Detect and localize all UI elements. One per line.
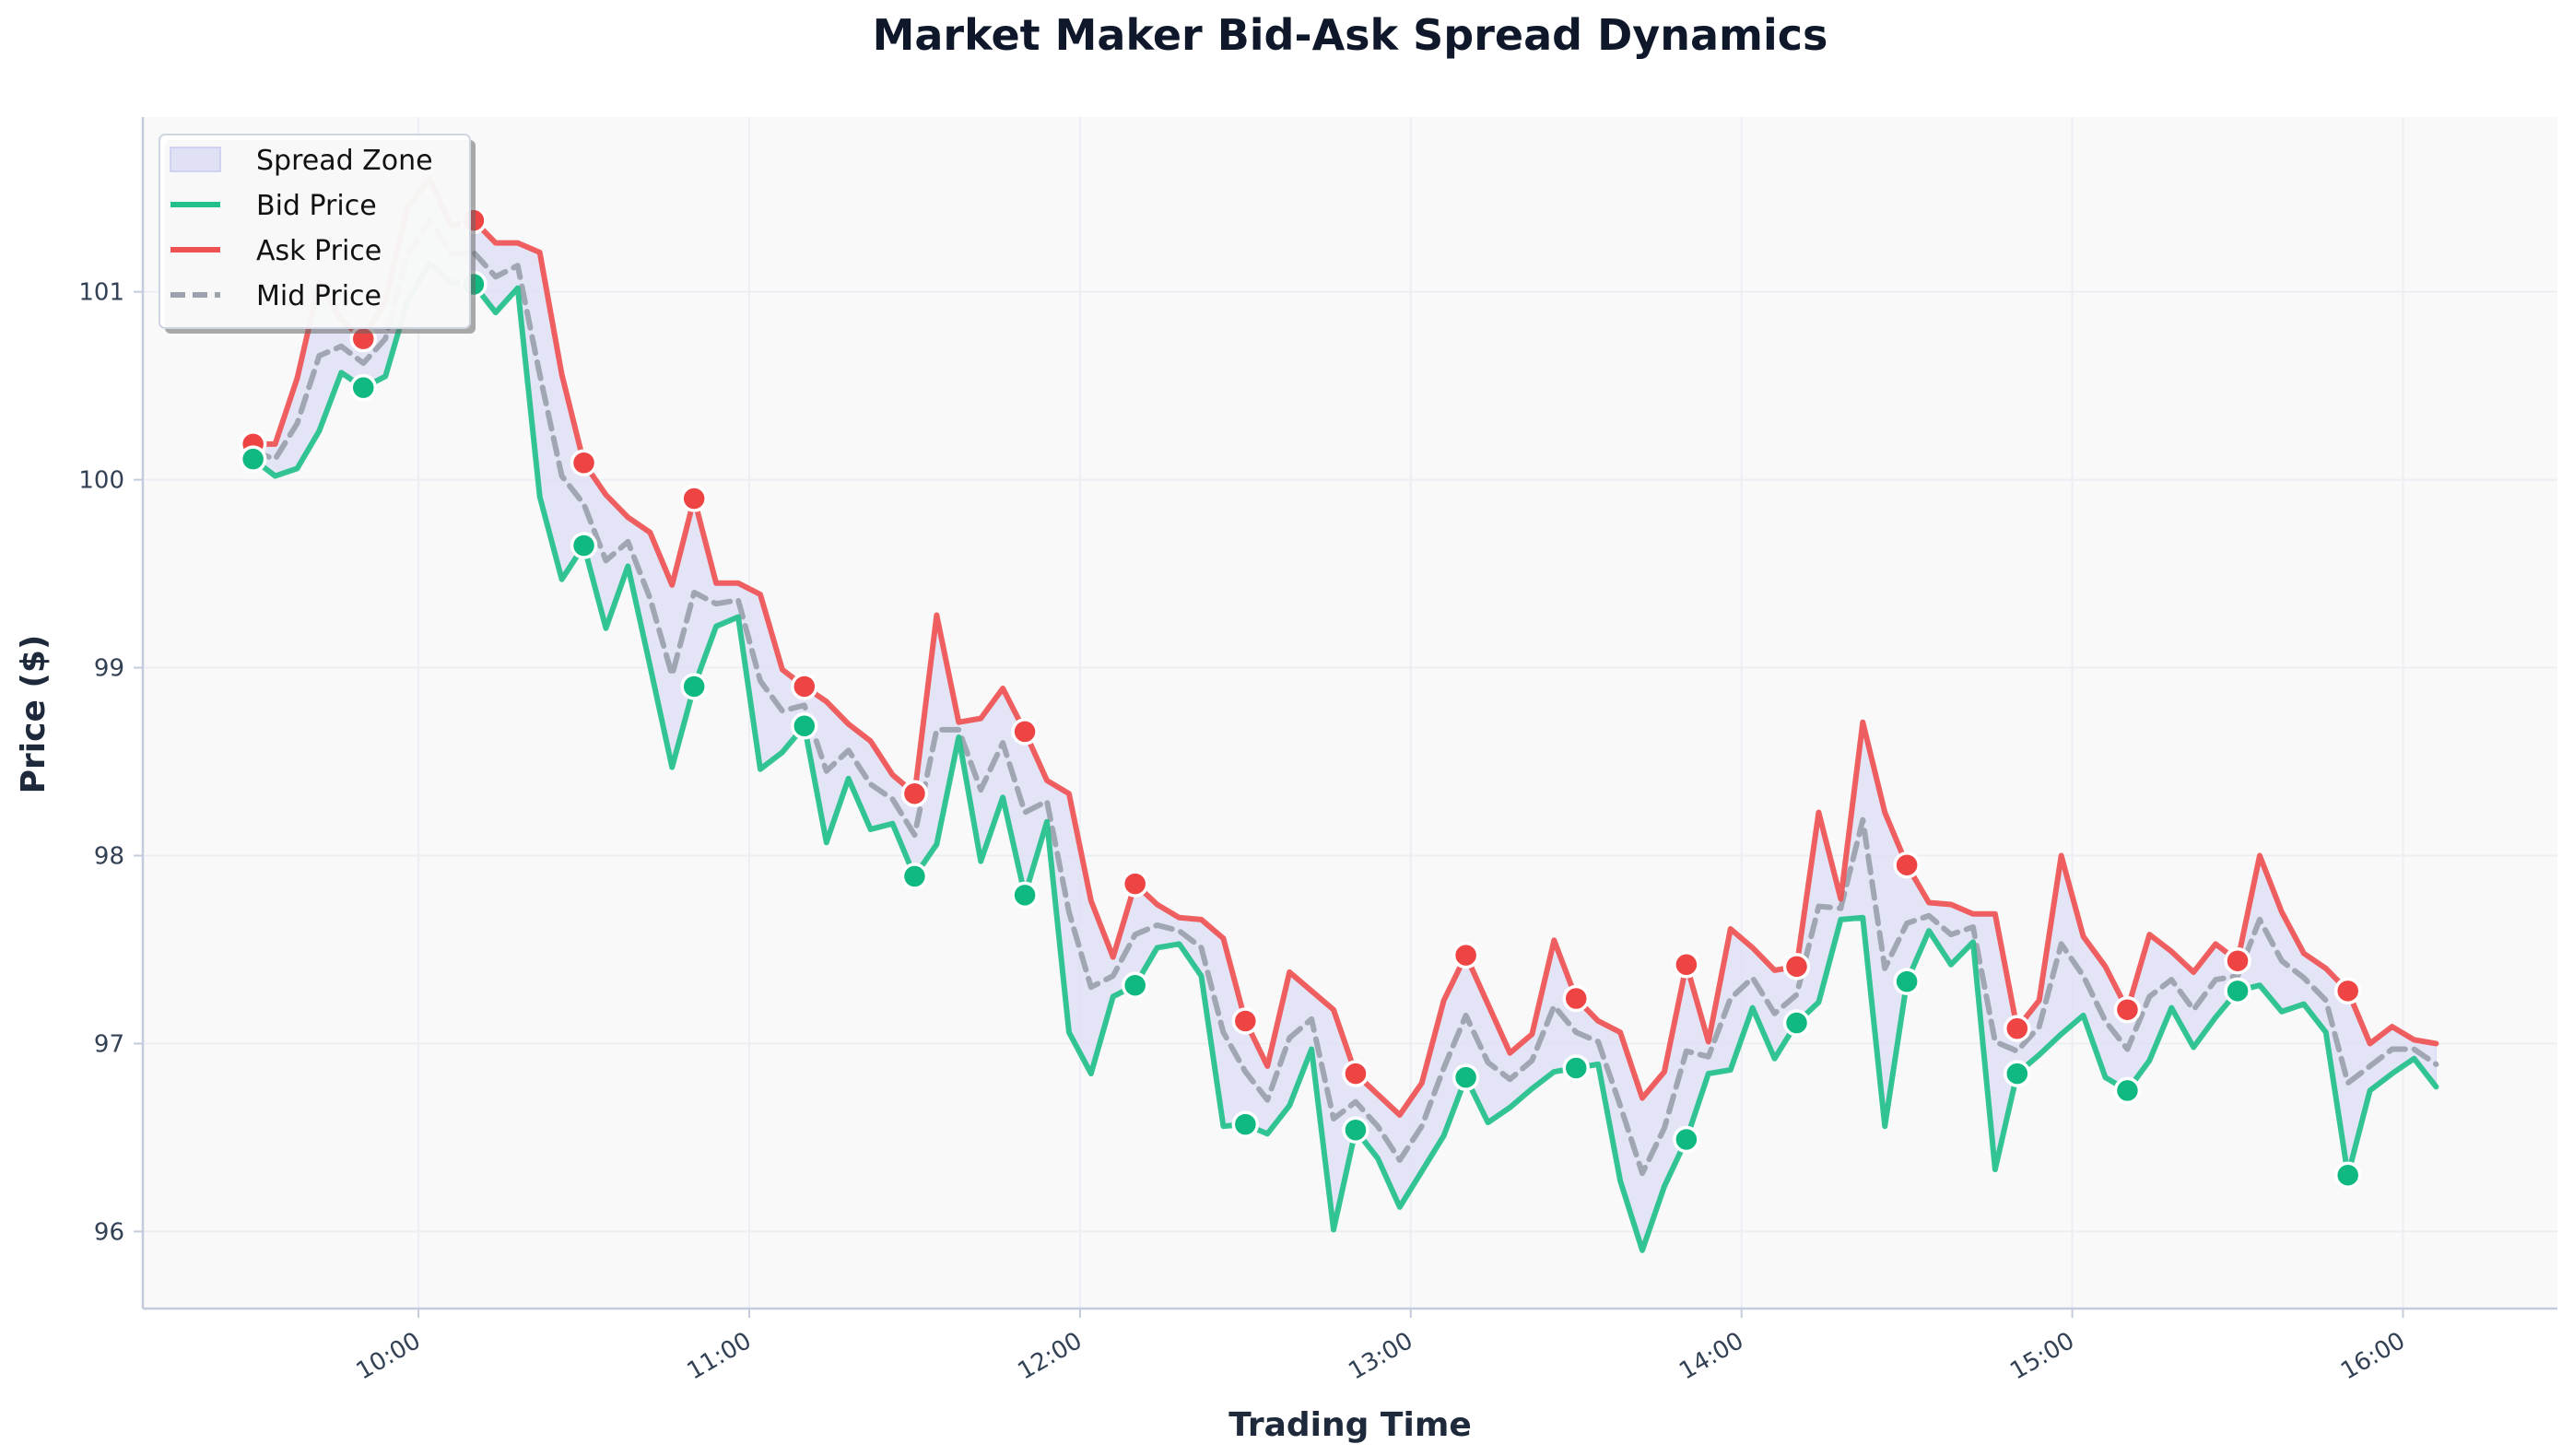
ask-price-marker xyxy=(1011,718,1039,746)
x-tick-label: 13:00 xyxy=(1344,1327,1417,1385)
legend-label-mid: Mid Price xyxy=(256,280,382,312)
ask-price-marker xyxy=(900,780,929,807)
x-axis-label: Trading Time xyxy=(1228,1406,1472,1444)
ask-price-line xyxy=(250,176,2439,1118)
bid-price-marker xyxy=(2224,977,2251,1005)
ask-price-marker xyxy=(570,449,598,477)
ask-price-marker xyxy=(1562,984,1591,1013)
bid-price-marker xyxy=(1782,1009,1811,1037)
bid-price-marker xyxy=(791,712,818,740)
y-axis-label: Price ($) xyxy=(15,635,53,794)
legend-label-ask: Ask Price xyxy=(256,235,382,267)
legend-swatch-spread xyxy=(170,147,221,172)
x-tick-label: 11:00 xyxy=(683,1327,757,1385)
x-ticks: 10:00 11:00 12:00 13:00 14:00 15:00 16:00 xyxy=(352,1309,2410,1386)
bid-price-marker xyxy=(680,673,708,700)
y-tick-label: 96 xyxy=(94,1218,124,1246)
bid-price-marker xyxy=(239,445,267,473)
bid-price-marker xyxy=(1342,1116,1369,1145)
ask-price-marker xyxy=(1451,941,1480,969)
bid-price-marker xyxy=(1673,1125,1700,1154)
grid xyxy=(143,117,2557,1309)
bid-price-marker xyxy=(1893,968,1921,995)
y-tick-label: 99 xyxy=(94,655,124,683)
bid-price-marker xyxy=(1011,881,1039,910)
x-tick-label: 10:00 xyxy=(352,1327,426,1385)
chart-title: Market Maker Bid-Ask Spread Dynamics xyxy=(873,10,1828,60)
bid-price-marker xyxy=(1451,1063,1480,1091)
ask-price-marker xyxy=(1893,851,1921,879)
ask-price-marker xyxy=(1673,951,1700,979)
bid-price-marker xyxy=(2333,1161,2362,1189)
y-tick-label: 101 xyxy=(78,279,124,307)
ask-price-marker xyxy=(2113,995,2142,1024)
series-markers xyxy=(239,206,2362,1189)
legend-label-spread: Spread Zone xyxy=(256,145,433,177)
bid-price-marker xyxy=(1121,971,1149,999)
bid-price-marker xyxy=(1231,1110,1260,1138)
bid-price-marker xyxy=(2113,1076,2142,1105)
ask-price-marker xyxy=(1121,870,1149,898)
ask-price-marker xyxy=(2224,946,2251,975)
ask-price-marker xyxy=(680,485,708,512)
y-tick-label: 100 xyxy=(78,467,124,495)
bid-price-marker xyxy=(1562,1054,1591,1082)
y-ticks: 96 97 98 99 100 101 xyxy=(78,279,143,1246)
ask-price-marker xyxy=(791,673,818,700)
x-tick-label: 15:00 xyxy=(2005,1327,2079,1385)
ask-price-marker xyxy=(2333,977,2362,1005)
ask-price-marker xyxy=(2004,1015,2031,1042)
legend: Spread Zone Bid Price Ask Price Mid Pric… xyxy=(159,134,476,334)
bid-price-line xyxy=(250,261,2439,1253)
x-tick-label: 16:00 xyxy=(2336,1327,2410,1385)
bid-price-marker xyxy=(2004,1060,2031,1087)
bid-price-marker xyxy=(900,863,929,890)
x-tick-label: 14:00 xyxy=(1675,1327,1748,1385)
series-lines xyxy=(250,176,2439,1253)
bid-price-marker xyxy=(570,532,598,559)
mid-price-line xyxy=(250,217,2439,1177)
ask-price-marker xyxy=(1342,1060,1369,1087)
x-tick-label: 12:00 xyxy=(1013,1327,1087,1385)
bid-price-marker xyxy=(349,373,378,402)
ask-price-marker xyxy=(1782,953,1811,980)
ask-price-marker xyxy=(1231,1007,1260,1035)
y-tick-label: 97 xyxy=(94,1030,124,1058)
legend-label-bid: Bid Price xyxy=(256,190,377,222)
y-tick-label: 98 xyxy=(94,842,124,870)
